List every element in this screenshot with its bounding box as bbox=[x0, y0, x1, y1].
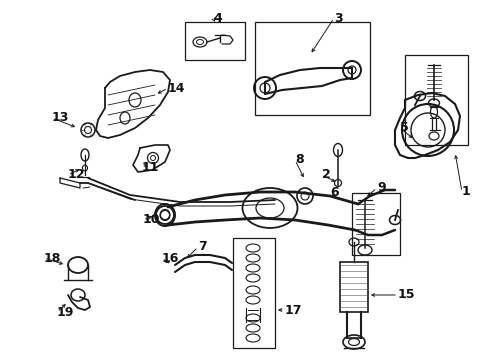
Text: 3: 3 bbox=[333, 12, 342, 24]
Text: 18: 18 bbox=[44, 252, 61, 265]
Text: 16: 16 bbox=[162, 252, 179, 265]
Text: 2: 2 bbox=[321, 168, 330, 181]
Text: 12: 12 bbox=[68, 168, 85, 181]
Text: 9: 9 bbox=[376, 181, 385, 194]
Text: 1: 1 bbox=[461, 185, 470, 198]
Text: 17: 17 bbox=[285, 303, 302, 316]
Text: 13: 13 bbox=[52, 112, 69, 125]
Text: 14: 14 bbox=[168, 81, 185, 94]
Bar bbox=[339, 262, 367, 312]
Text: 15: 15 bbox=[397, 288, 415, 301]
Bar bbox=[351, 193, 399, 255]
Text: 8: 8 bbox=[294, 153, 303, 166]
Bar bbox=[404, 55, 467, 145]
Text: 10: 10 bbox=[142, 213, 160, 226]
Bar bbox=[232, 238, 274, 348]
Text: 7: 7 bbox=[198, 240, 206, 253]
Text: 4: 4 bbox=[213, 12, 221, 24]
Text: 19: 19 bbox=[57, 306, 74, 319]
Bar bbox=[254, 22, 369, 115]
Text: 5: 5 bbox=[399, 121, 408, 135]
Text: 11: 11 bbox=[142, 162, 159, 175]
Bar bbox=[184, 22, 244, 60]
Text: 6: 6 bbox=[329, 186, 338, 199]
